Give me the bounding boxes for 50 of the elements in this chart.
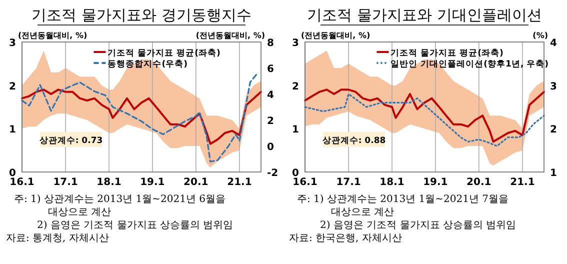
chart-title: 기조적 물가지표와 경기동행지수 bbox=[32, 6, 252, 24]
y-tick-label: 1 bbox=[9, 124, 16, 136]
x-tick-label: 20.1 bbox=[184, 177, 208, 188]
x-tick-label: 19.1 bbox=[140, 177, 165, 188]
y-axis-title: (전년동월대비, %) bbox=[301, 31, 370, 40]
text: 2) 음영은 기조적 물가지표 상승률의 범위임 bbox=[320, 220, 516, 231]
line-series bbox=[21, 72, 258, 162]
text: 주: 1) 상관계수는 2013년 1월~2021년 7월을 대상으로 계산 bbox=[297, 194, 509, 218]
y2-tick-label: 8 bbox=[267, 38, 274, 49]
y2-tick-label: 3 bbox=[550, 81, 557, 92]
y-axis-title: (전년동월대비, %) bbox=[18, 31, 88, 40]
annotation: 상관계수: 0.88 bbox=[322, 136, 386, 146]
x-tick-label: 18.1 bbox=[96, 177, 122, 188]
x-tick-label: 20.1 bbox=[466, 177, 492, 188]
y-tick-label: 2 bbox=[9, 81, 16, 92]
text: 2) 음영은 기조적 물가지표 상승률의 범위임 bbox=[37, 220, 234, 231]
y-tick-label: 3 bbox=[9, 38, 16, 49]
y2-axis-title: (%) bbox=[532, 31, 548, 40]
y2-tick-label: 4 bbox=[267, 90, 274, 101]
chart-title: 기조적 물가지표와 기대인플레이션 bbox=[307, 6, 542, 24]
y-tick-label: 1 bbox=[292, 124, 300, 136]
x-tick-label: 19.1 bbox=[423, 177, 448, 188]
legend-label: 일반인 기대인플레이션(향후1년, 우축) bbox=[390, 58, 549, 70]
y2-tick-label: 4 bbox=[550, 38, 557, 49]
x-tick-label: 21.1 bbox=[227, 177, 252, 188]
x-tick-label: 16.1 bbox=[10, 177, 34, 188]
y2-tick-label: 2 bbox=[267, 116, 274, 127]
text: 자료: 한국은행, 자체시산 bbox=[289, 233, 402, 244]
x-tick-label: 17.1 bbox=[53, 177, 78, 188]
x-tick-label: 17.1 bbox=[336, 177, 361, 188]
y-tick-label: 2 bbox=[292, 81, 300, 92]
y2-tick-label: 1 bbox=[550, 168, 557, 179]
x-tick-label: 18.1 bbox=[380, 177, 404, 188]
text: 주: 1) 상관계수는 2013년 1월~2021년 6월을 대상으로 계산 bbox=[14, 194, 226, 218]
legend-label: 기조적 물가지표 평균(좌축) bbox=[390, 48, 504, 58]
legend-label: 기조적 물가지표 평균(좌축) bbox=[108, 48, 221, 58]
y-tick-label: 0 bbox=[9, 168, 16, 179]
y2-axis-title: (전년동월대비, %) bbox=[196, 31, 265, 40]
x-tick-label: 16.1 bbox=[292, 177, 318, 188]
line-series bbox=[21, 88, 262, 145]
annotation: 상관계수: 0.73 bbox=[39, 136, 103, 146]
y-tick-label: 0 bbox=[292, 168, 300, 179]
y2-tick-label: -2 bbox=[267, 168, 278, 179]
y-tick-label: 3 bbox=[292, 38, 300, 49]
x-tick-label: 21.1 bbox=[510, 177, 535, 188]
y2-tick-label: 2 bbox=[550, 124, 557, 136]
y2-tick-label: 0 bbox=[267, 142, 274, 153]
legend-label: 동행종합지수(우축) bbox=[108, 58, 188, 70]
y2-tick-label: 6 bbox=[267, 64, 274, 75]
text: 자료: 통계청, 자체시산 bbox=[6, 233, 109, 244]
